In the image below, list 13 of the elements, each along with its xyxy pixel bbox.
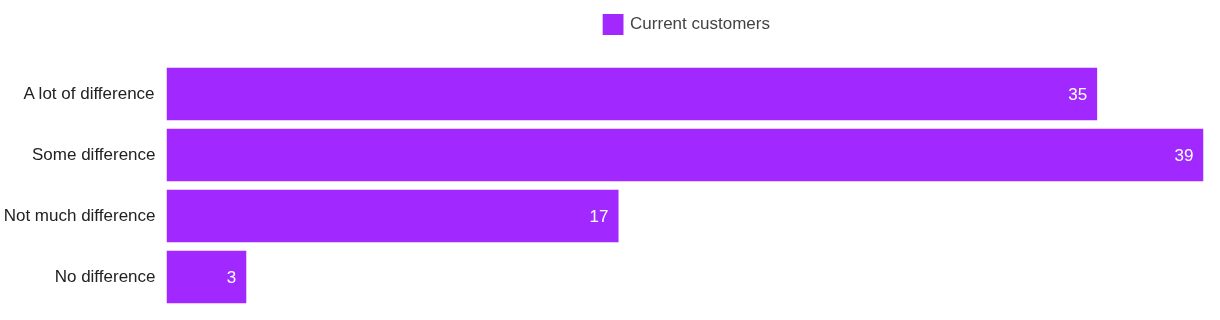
y-tick-label: A lot of difference	[23, 84, 155, 104]
y-tick-label: Not much difference	[3, 206, 156, 226]
legend-label: Current customers	[630, 14, 770, 34]
data-label: 17	[589, 206, 609, 226]
data-label: 39	[1174, 145, 1194, 165]
bar	[166, 250, 247, 304]
data-label: 35	[1068, 84, 1088, 104]
data-label: 3	[226, 267, 237, 287]
y-tick-label: No difference	[54, 267, 156, 287]
bar	[166, 189, 619, 243]
bar	[166, 67, 1098, 121]
bar	[166, 128, 1204, 182]
y-tick-label: Some difference	[32, 145, 156, 165]
